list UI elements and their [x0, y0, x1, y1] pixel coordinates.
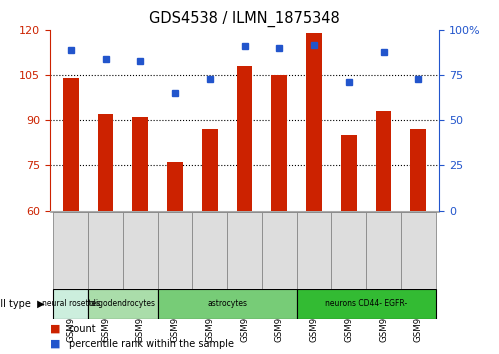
Text: neural rosettes: neural rosettes — [41, 299, 100, 308]
Bar — [296, 289, 436, 319]
Bar — [366, 212, 401, 289]
Bar — [237, 66, 252, 211]
Bar — [341, 135, 357, 211]
Bar — [158, 289, 296, 319]
Bar — [132, 118, 148, 211]
Bar — [202, 130, 218, 211]
Bar — [271, 75, 287, 211]
Text: count: count — [69, 324, 96, 333]
Text: percentile rank within the sample: percentile rank within the sample — [69, 339, 234, 349]
Title: GDS4538 / ILMN_1875348: GDS4538 / ILMN_1875348 — [149, 11, 340, 27]
Bar — [376, 111, 391, 211]
Text: neurons CD44- EGFR-: neurons CD44- EGFR- — [325, 299, 407, 308]
Text: astrocytes: astrocytes — [207, 299, 247, 308]
Text: ■: ■ — [50, 324, 60, 333]
Bar — [411, 130, 426, 211]
Bar — [306, 33, 322, 211]
Bar — [53, 289, 88, 319]
Bar — [98, 114, 113, 211]
Bar — [193, 212, 227, 289]
Bar — [53, 212, 88, 289]
Bar — [167, 162, 183, 211]
Text: cell type  ▶: cell type ▶ — [0, 298, 45, 309]
Bar — [331, 212, 366, 289]
Bar — [158, 212, 193, 289]
Bar — [88, 289, 158, 319]
Text: oligodendrocytes: oligodendrocytes — [90, 299, 156, 308]
Bar — [227, 212, 262, 289]
Bar — [88, 212, 123, 289]
Bar — [123, 212, 158, 289]
Text: ■: ■ — [50, 339, 60, 349]
Bar — [401, 212, 436, 289]
Bar — [262, 212, 296, 289]
Bar — [63, 78, 78, 211]
Bar — [296, 212, 331, 289]
